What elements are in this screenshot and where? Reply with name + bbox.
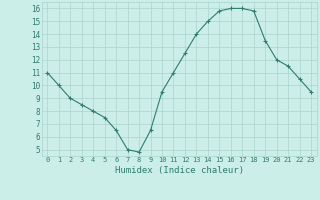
X-axis label: Humidex (Indice chaleur): Humidex (Indice chaleur) <box>115 166 244 175</box>
